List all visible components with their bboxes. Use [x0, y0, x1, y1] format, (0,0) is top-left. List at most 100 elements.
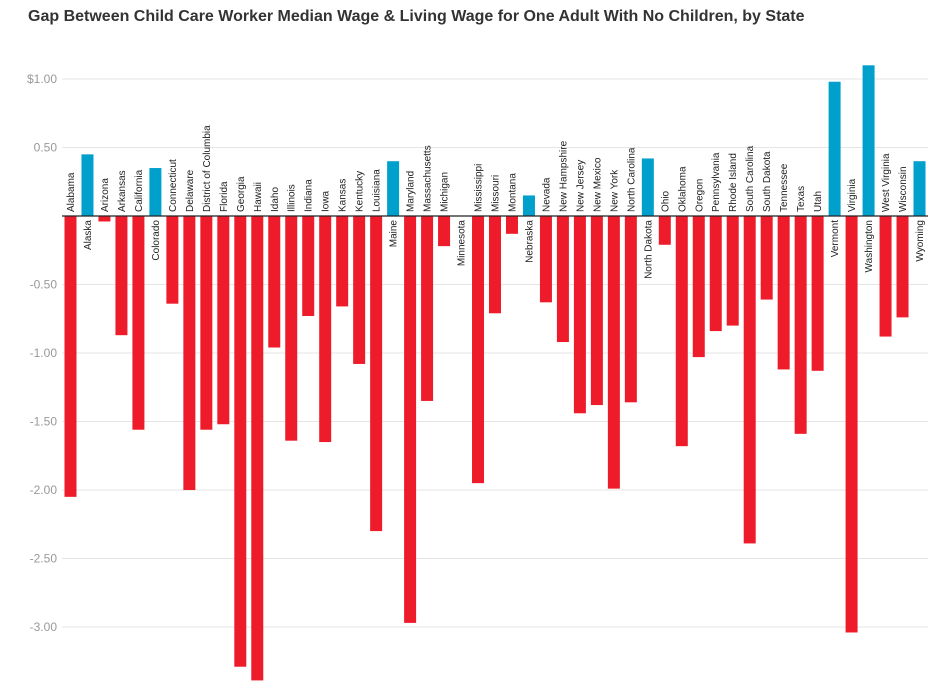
bar [166, 216, 179, 304]
bar [913, 161, 926, 216]
bar [539, 216, 552, 303]
bar [845, 216, 858, 633]
x-category-label: North Carolina [626, 147, 637, 212]
bar [421, 216, 434, 401]
bar [505, 216, 518, 234]
bar [336, 216, 349, 307]
x-category-label: Oregon [694, 179, 705, 212]
bar [556, 216, 569, 343]
bar [387, 161, 400, 216]
x-category-label: Georgia [236, 176, 247, 212]
y-tick-label: $1.00 [27, 72, 57, 86]
x-category-label: New Hampshire [558, 140, 569, 212]
bar [438, 216, 451, 247]
y-tick-label: -1.50 [30, 415, 58, 429]
bar [777, 216, 790, 370]
bar [709, 216, 722, 332]
x-category-label: Virginia [847, 178, 858, 212]
x-category-label: Texas [796, 186, 807, 212]
bar [472, 216, 485, 484]
bar [115, 216, 128, 336]
bar [522, 195, 535, 216]
bar [879, 216, 892, 337]
x-category-label: Wyoming [915, 220, 926, 262]
y-tick-label: -2.50 [30, 552, 58, 566]
x-category-label: Connecticut [168, 159, 179, 212]
bar [64, 216, 77, 497]
bar [404, 216, 417, 623]
y-tick-label: 0.50 [34, 141, 58, 155]
x-category-label: Montana [507, 173, 518, 212]
bar [98, 216, 111, 222]
x-category-label: Vermont [830, 220, 841, 257]
bar [234, 216, 247, 667]
bar [726, 216, 739, 326]
x-category-label: Kentucky [355, 171, 366, 212]
bar [353, 216, 366, 364]
x-category-label: Oklahoma [677, 166, 688, 212]
bar [641, 158, 654, 216]
x-category-label: Nebraska [524, 220, 535, 263]
x-category-label: New Mexico [592, 157, 603, 212]
x-category-label: South Dakota [762, 151, 773, 212]
bar [370, 216, 383, 532]
x-category-label: Arkansas [117, 170, 128, 212]
bar [590, 216, 603, 406]
bar [828, 81, 841, 217]
bar [573, 216, 586, 414]
bar [811, 216, 824, 371]
bar [217, 216, 230, 425]
x-category-label: Alabama [66, 172, 77, 212]
bar [692, 216, 705, 358]
x-category-label: Indiana [304, 179, 315, 212]
bar [285, 216, 298, 441]
bar [319, 216, 332, 443]
bar [607, 216, 620, 489]
x-category-label: Missouri [491, 175, 502, 212]
x-category-label: Tennessee [779, 163, 790, 212]
x-category-label: Wisconsin [898, 166, 909, 212]
x-category-label: West Virginia [881, 153, 892, 212]
x-category-label: North Dakota [643, 220, 654, 279]
x-category-label: Iowa [321, 190, 332, 212]
y-tick-label: -3.00 [30, 620, 58, 634]
x-category-label: Illinois [287, 184, 298, 212]
x-category-label: Idaho [270, 187, 281, 212]
x-category-label: Kansas [338, 179, 349, 212]
x-category-label: Maryland [406, 171, 417, 212]
bar [251, 216, 264, 681]
bar [200, 216, 213, 430]
bar [149, 168, 162, 216]
x-category-label: Pennsylvania [711, 152, 722, 212]
x-category-label: South Carolina [745, 145, 756, 212]
x-category-label: Washington [864, 220, 875, 272]
bar [268, 216, 281, 348]
x-category-label: Minnesota [457, 220, 468, 267]
x-category-label: Arizona [100, 178, 111, 212]
bar [794, 216, 807, 434]
bar [81, 154, 94, 216]
x-category-label: Alaska [83, 220, 94, 250]
x-category-label: New York [609, 169, 620, 212]
x-category-label: Ohio [660, 190, 671, 212]
x-category-label: Florida [219, 181, 230, 212]
x-category-label: District of Columbia [202, 125, 213, 212]
x-category-label: Michigan [440, 172, 451, 212]
x-category-label: California [134, 169, 145, 212]
x-category-label: Maine [389, 220, 400, 248]
bar [760, 216, 773, 300]
bar [302, 216, 315, 317]
x-category-label: Utah [813, 191, 824, 212]
bar [896, 216, 909, 318]
x-category-label: Louisiana [372, 169, 383, 212]
bar [743, 216, 756, 544]
bar [624, 216, 637, 403]
y-tick-label: -1.00 [30, 346, 58, 360]
x-category-label: Hawaii [253, 182, 264, 212]
x-category-label: Rhode Island [728, 153, 739, 212]
y-tick-label: -2.00 [30, 483, 58, 497]
y-tick-label: -0.50 [30, 278, 58, 292]
bar [183, 216, 196, 490]
